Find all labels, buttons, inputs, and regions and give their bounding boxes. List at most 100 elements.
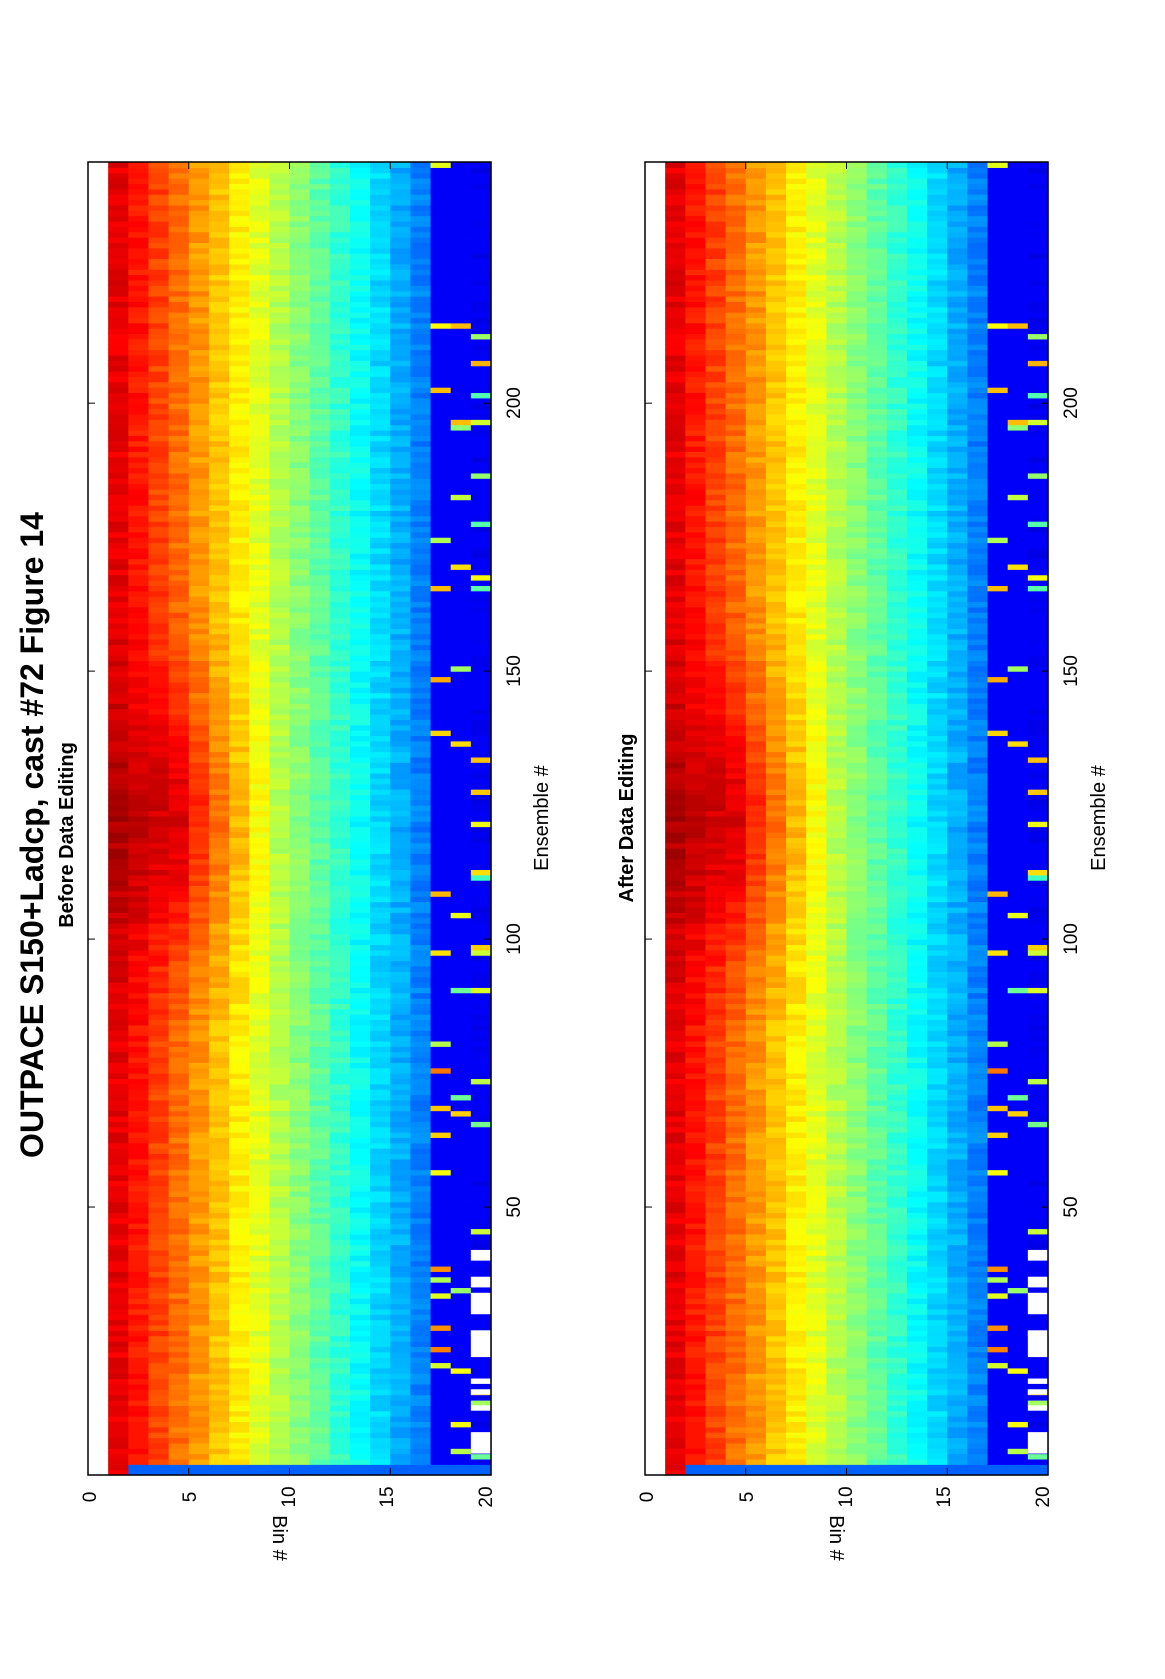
heatmap-cell — [269, 494, 291, 501]
heatmap-cell — [269, 1324, 291, 1331]
heatmap-cell — [410, 826, 432, 833]
heatmap-cell — [410, 1335, 432, 1342]
heatmap-cell — [309, 451, 331, 458]
heatmap-cell — [128, 794, 150, 801]
heatmap-cell — [148, 558, 170, 565]
heatmap-cell — [188, 767, 210, 774]
heatmap-cell — [229, 1432, 250, 1439]
heatmap-cell — [289, 392, 311, 399]
heatmap-cell — [168, 220, 190, 227]
heatmap-cell — [269, 815, 291, 822]
heatmap-cell — [329, 1158, 351, 1165]
heatmap-cell — [390, 681, 411, 688]
heatmap-cell — [450, 1303, 472, 1310]
heatmap-cell — [208, 794, 230, 801]
heatmap-cell — [349, 1158, 371, 1165]
heatmap-cell — [208, 354, 230, 361]
heatmap-cell — [309, 1399, 331, 1406]
heatmap-cell — [289, 890, 311, 897]
heatmap-cell — [168, 376, 190, 383]
heatmap-cell — [229, 853, 250, 860]
heatmap-cell — [430, 328, 452, 335]
heatmap-cell — [148, 537, 170, 544]
heatmap-cell — [410, 413, 432, 420]
heatmap-cell — [168, 312, 190, 319]
heatmap-cell — [705, 1399, 727, 1406]
heatmap-cell — [188, 783, 210, 790]
heatmap-cell — [430, 204, 452, 211]
heatmap-cell — [108, 1207, 129, 1213]
heatmap-cell — [289, 1137, 311, 1144]
heatmap-cell — [370, 1255, 391, 1262]
heatmap-cell — [208, 1051, 230, 1058]
heatmap-cell — [168, 714, 190, 720]
heatmap-cell — [450, 1367, 472, 1374]
heatmap-cell — [430, 290, 452, 297]
heatmap-cell — [229, 215, 250, 222]
heatmap-cell — [269, 1083, 291, 1090]
heatmap-cell — [128, 676, 150, 683]
heatmap-cell — [128, 622, 150, 629]
heatmap-cell — [349, 1169, 371, 1176]
heatmap-cell — [430, 1410, 452, 1417]
heatmap-cell — [370, 692, 391, 699]
heatmap-cell — [309, 1153, 331, 1160]
heatmap-cell — [269, 215, 291, 222]
heatmap-cell — [309, 1426, 331, 1433]
heatmap-cell — [349, 794, 371, 801]
heatmap-cell — [148, 172, 170, 179]
heatmap-cell — [329, 724, 351, 731]
heatmap-cell — [108, 724, 129, 731]
heatmap-cell — [249, 596, 270, 603]
heatmap-cell — [128, 1437, 150, 1444]
heatmap-cell — [168, 885, 190, 892]
heatmap-cell — [188, 1094, 210, 1101]
heatmap-cell — [148, 1008, 170, 1015]
heatmap-cell — [249, 756, 270, 763]
heatmap-cell — [806, 1394, 827, 1401]
heatmap-cell — [208, 1458, 230, 1465]
heatmap-cell — [349, 933, 371, 940]
heatmap-cell — [128, 1223, 150, 1230]
heatmap-cell — [208, 1056, 230, 1063]
heatmap-cell — [249, 1067, 270, 1074]
heatmap-cell — [108, 874, 129, 881]
heatmap-cell — [128, 1121, 150, 1128]
heatmap-cell — [410, 1142, 432, 1149]
heatmap-cell — [846, 1458, 868, 1465]
heatmap-cell — [370, 1239, 391, 1246]
heatmap-cell — [745, 1416, 767, 1423]
heatmap-cell — [269, 371, 291, 377]
heatmap-cell — [370, 419, 391, 426]
heatmap-cell — [450, 162, 472, 168]
heatmap-cell — [249, 381, 270, 388]
heatmap-cell — [168, 665, 190, 672]
heatmap-cell — [370, 504, 391, 511]
heatmap-cell — [470, 772, 492, 779]
heatmap-cell — [450, 1282, 472, 1289]
heatmap-cell — [188, 387, 210, 394]
heatmap-cell — [208, 1035, 230, 1042]
heatmap-cell — [470, 188, 492, 195]
heatmap-cell — [430, 162, 452, 168]
heatmap-cell — [168, 526, 190, 533]
heatmap-cell — [349, 992, 371, 999]
heatmap-cell — [370, 1357, 391, 1364]
heatmap-cell — [188, 1239, 210, 1246]
heatmap-cell — [450, 408, 472, 415]
heatmap-cell — [370, 1067, 391, 1074]
heatmap-cell — [289, 1335, 311, 1342]
heatmap-cell — [208, 285, 230, 292]
heatmap-cell — [390, 992, 411, 999]
heatmap-cell — [249, 1228, 270, 1235]
heatmap-cell — [450, 242, 472, 249]
heatmap-cell — [410, 928, 432, 935]
heatmap-cell — [1027, 1421, 1049, 1428]
heatmap-cell — [309, 483, 331, 490]
heatmap-cell — [450, 1137, 472, 1144]
heatmap-cell — [390, 553, 411, 560]
heatmap-cell — [410, 392, 432, 399]
heatmap-cell — [450, 1265, 472, 1272]
heatmap-cell — [128, 408, 150, 415]
heatmap-cell — [168, 1271, 190, 1278]
